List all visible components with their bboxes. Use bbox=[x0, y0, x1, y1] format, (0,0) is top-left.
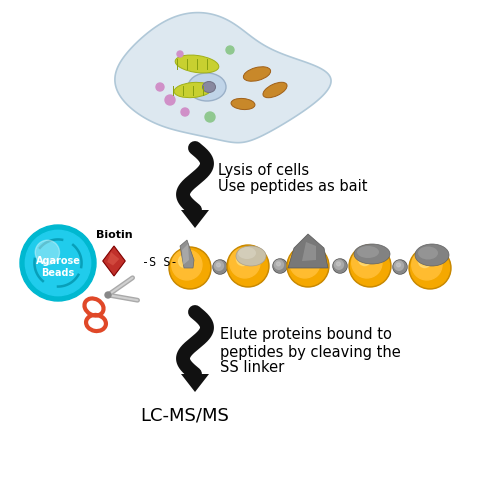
Circle shape bbox=[287, 245, 329, 287]
Circle shape bbox=[236, 253, 249, 266]
Circle shape bbox=[226, 46, 234, 54]
Circle shape bbox=[156, 83, 164, 91]
Polygon shape bbox=[103, 246, 125, 276]
Circle shape bbox=[352, 248, 382, 278]
Circle shape bbox=[274, 260, 283, 269]
Text: peptides by cleaving the: peptides by cleaving the bbox=[220, 345, 401, 359]
Circle shape bbox=[290, 248, 320, 278]
Polygon shape bbox=[180, 240, 194, 268]
Text: Elute proteins bound to: Elute proteins bound to bbox=[220, 328, 392, 343]
Text: SS linker: SS linker bbox=[220, 360, 284, 375]
Text: Biotin: Biotin bbox=[96, 230, 132, 240]
Circle shape bbox=[213, 260, 227, 274]
Circle shape bbox=[296, 253, 309, 266]
Circle shape bbox=[35, 240, 59, 265]
Ellipse shape bbox=[263, 82, 287, 98]
Circle shape bbox=[393, 260, 407, 274]
Polygon shape bbox=[288, 234, 328, 268]
Circle shape bbox=[105, 292, 111, 298]
Circle shape bbox=[409, 247, 451, 289]
Polygon shape bbox=[181, 374, 209, 392]
Circle shape bbox=[358, 253, 371, 266]
Circle shape bbox=[214, 261, 224, 270]
Ellipse shape bbox=[188, 73, 226, 101]
Circle shape bbox=[205, 112, 215, 122]
Circle shape bbox=[273, 259, 287, 273]
Circle shape bbox=[214, 261, 226, 273]
Circle shape bbox=[169, 247, 211, 289]
Ellipse shape bbox=[236, 246, 266, 266]
Circle shape bbox=[396, 263, 400, 267]
Text: Lysis of cells: Lysis of cells bbox=[218, 162, 309, 177]
Ellipse shape bbox=[174, 82, 212, 98]
Circle shape bbox=[20, 225, 96, 301]
Polygon shape bbox=[302, 242, 316, 261]
Circle shape bbox=[276, 262, 280, 266]
Circle shape bbox=[228, 246, 268, 286]
Text: LC-MS/MS: LC-MS/MS bbox=[140, 406, 230, 424]
Circle shape bbox=[230, 248, 260, 278]
Circle shape bbox=[412, 249, 442, 280]
Circle shape bbox=[394, 261, 404, 270]
Ellipse shape bbox=[415, 244, 449, 266]
Ellipse shape bbox=[238, 247, 256, 259]
Circle shape bbox=[172, 249, 202, 280]
Circle shape bbox=[418, 255, 431, 268]
Circle shape bbox=[216, 263, 220, 267]
Ellipse shape bbox=[231, 98, 255, 109]
Circle shape bbox=[177, 51, 183, 57]
Polygon shape bbox=[182, 244, 189, 265]
Circle shape bbox=[274, 260, 286, 272]
Circle shape bbox=[288, 246, 328, 286]
Ellipse shape bbox=[357, 246, 379, 258]
Ellipse shape bbox=[202, 82, 215, 93]
Ellipse shape bbox=[354, 244, 390, 264]
Circle shape bbox=[394, 261, 406, 273]
Circle shape bbox=[350, 246, 390, 286]
Circle shape bbox=[410, 248, 450, 287]
Circle shape bbox=[181, 108, 189, 116]
Circle shape bbox=[333, 259, 347, 273]
Ellipse shape bbox=[418, 246, 438, 260]
Circle shape bbox=[227, 245, 269, 287]
Ellipse shape bbox=[244, 67, 270, 81]
Polygon shape bbox=[107, 252, 120, 266]
Text: Use peptides as bait: Use peptides as bait bbox=[218, 178, 368, 194]
Circle shape bbox=[178, 255, 191, 268]
Circle shape bbox=[170, 248, 209, 287]
Polygon shape bbox=[115, 13, 331, 143]
Text: Agarose
Beads: Agarose Beads bbox=[36, 256, 80, 278]
Ellipse shape bbox=[175, 55, 219, 73]
Text: -S S-: -S S- bbox=[142, 257, 178, 270]
Circle shape bbox=[336, 262, 340, 266]
Circle shape bbox=[334, 260, 344, 269]
Circle shape bbox=[26, 230, 90, 296]
Circle shape bbox=[165, 95, 175, 105]
Circle shape bbox=[334, 260, 346, 272]
Circle shape bbox=[349, 245, 391, 287]
Polygon shape bbox=[181, 210, 209, 228]
